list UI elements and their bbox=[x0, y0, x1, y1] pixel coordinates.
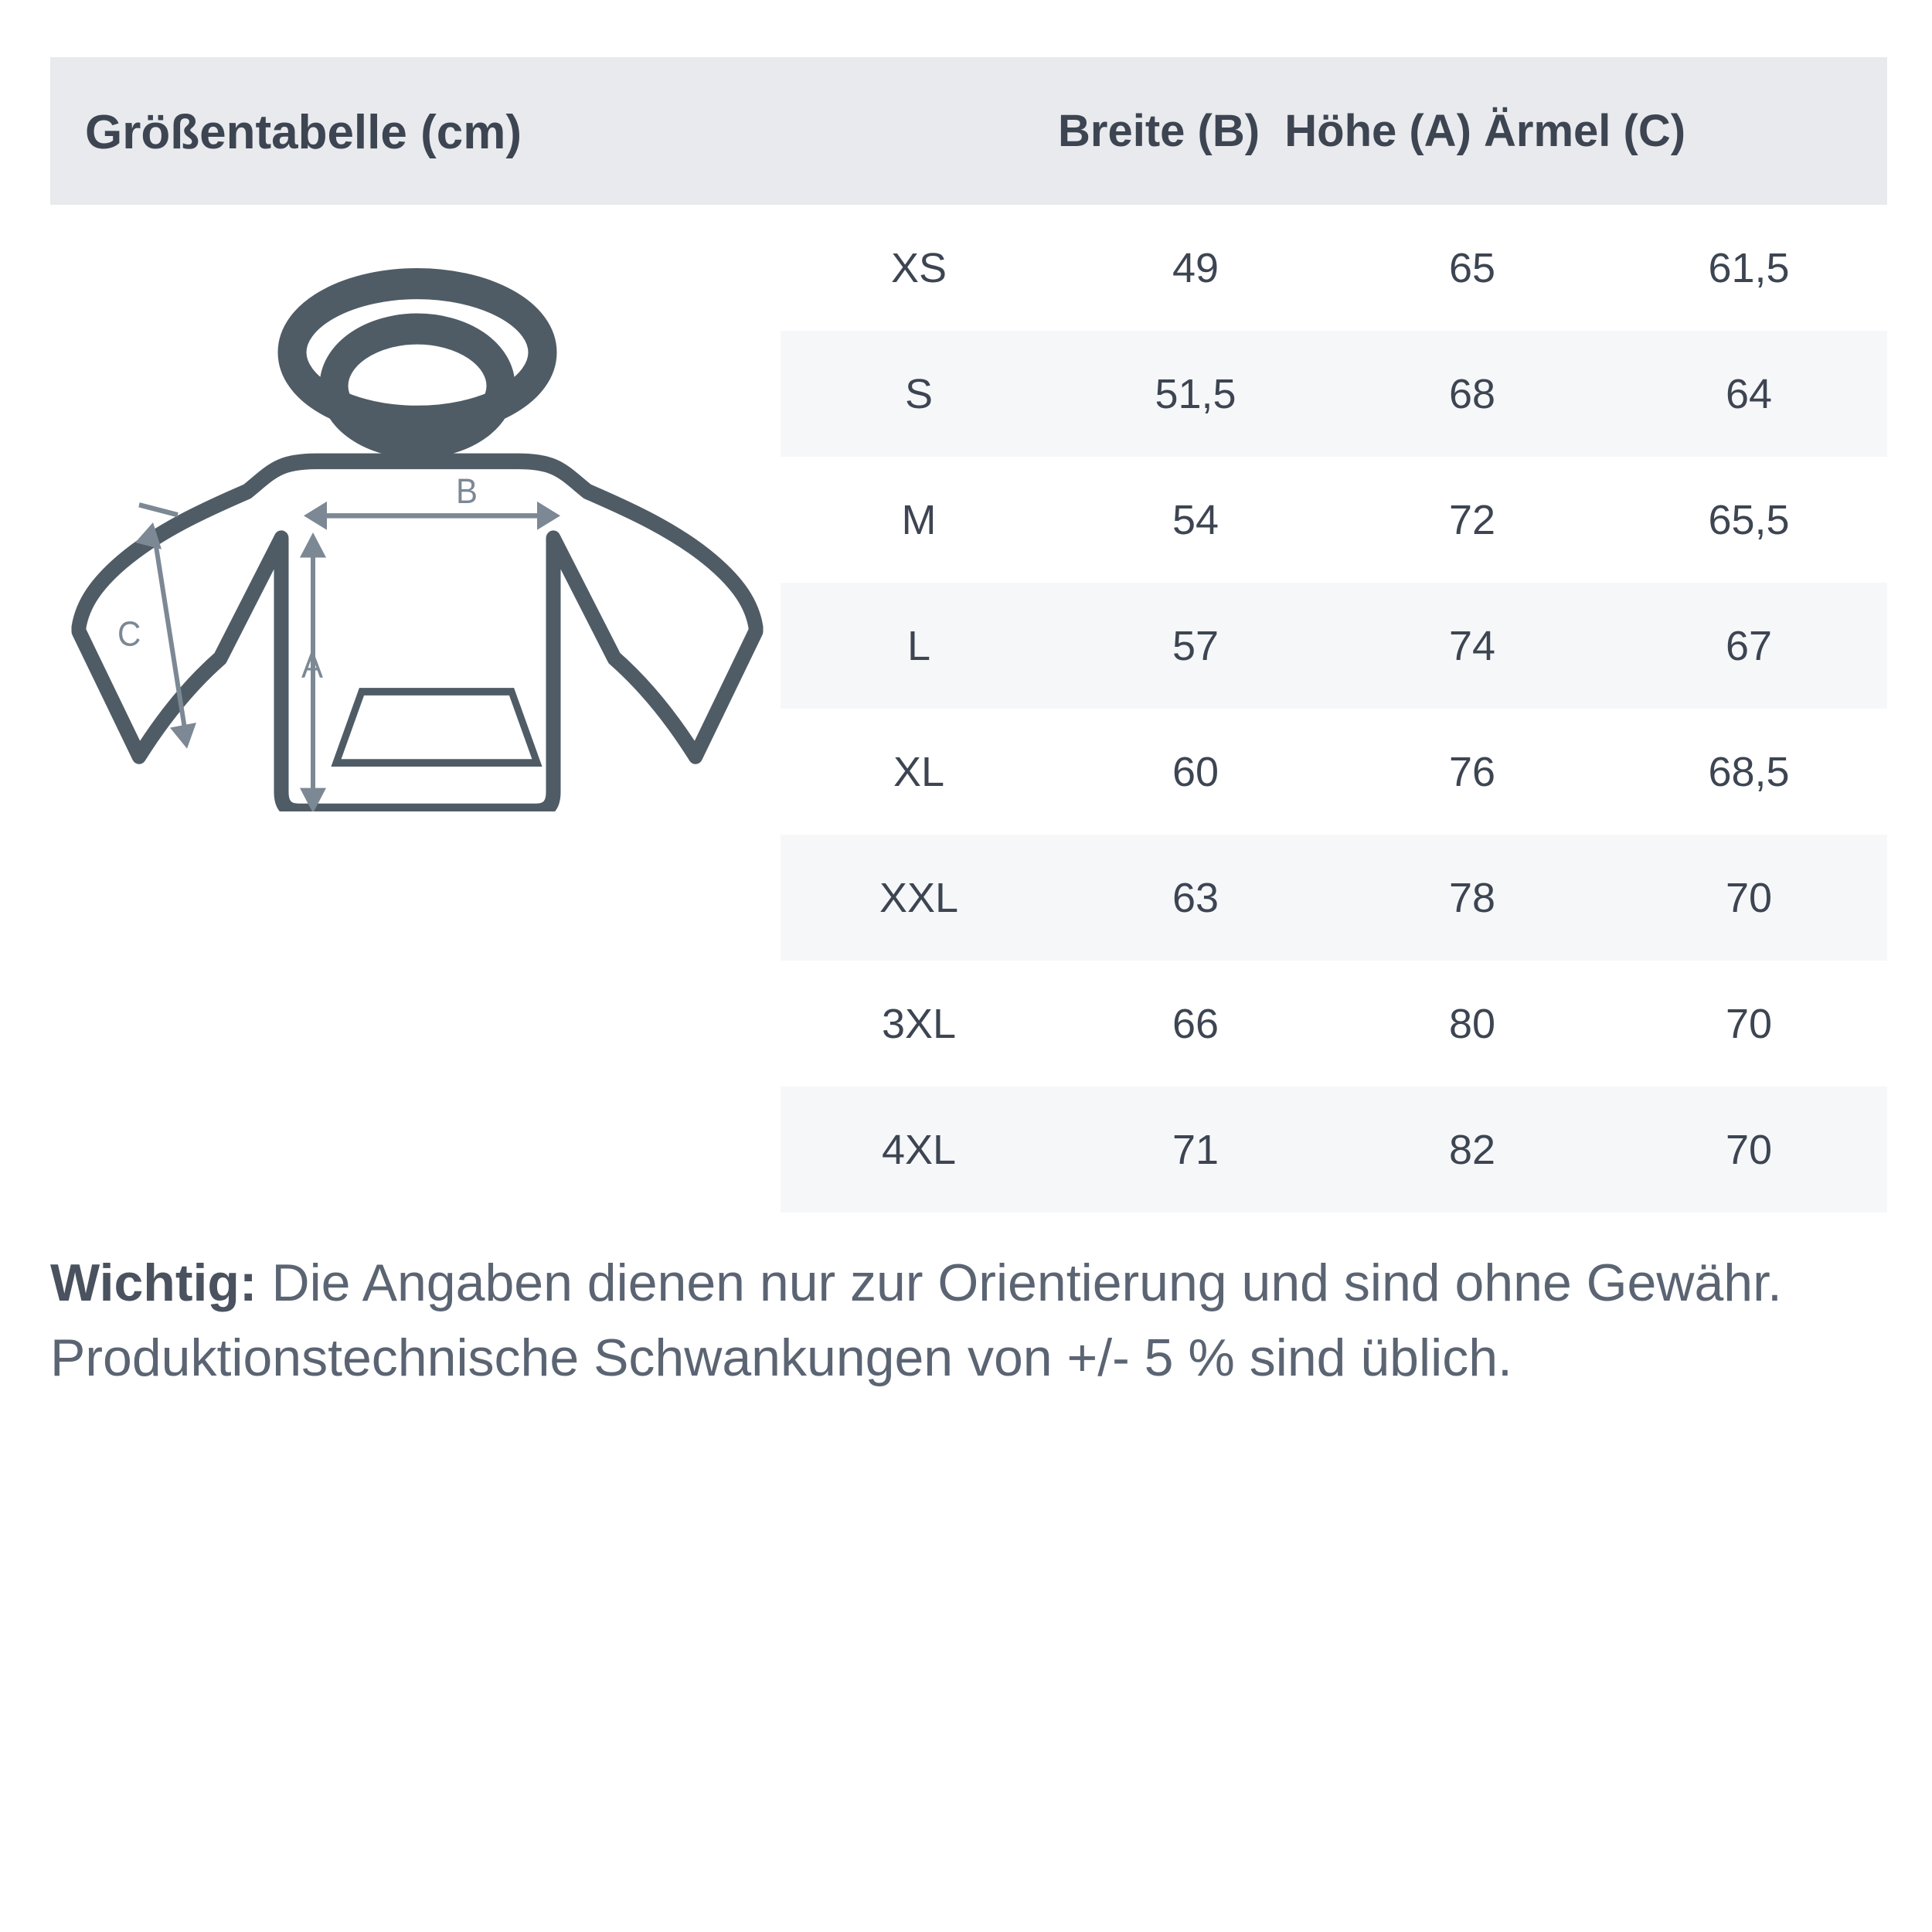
svg-text:C: C bbox=[117, 614, 141, 654]
svg-text:A: A bbox=[301, 646, 324, 685]
svg-text:B: B bbox=[456, 472, 478, 512]
